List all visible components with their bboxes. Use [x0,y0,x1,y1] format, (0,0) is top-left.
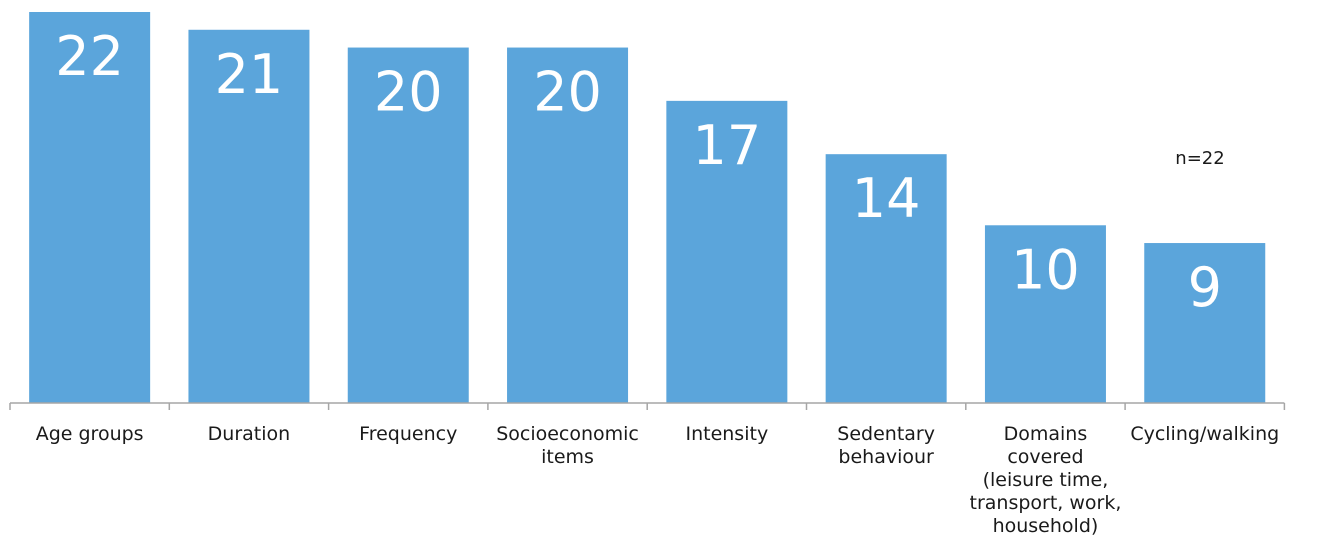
bar-value-label: 22 [55,25,124,88]
category-label-line: Socioeconomic [496,423,639,445]
bar-value-label: 10 [1011,238,1080,301]
category-label-line: Sedentary [837,423,935,445]
category-label: Cycling/walking [1130,423,1279,445]
category-label-line: Intensity [685,423,768,445]
category-label-line: household) [993,515,1099,537]
bar-value-label: 17 [692,114,761,177]
category-label: Intensity [685,423,768,445]
category-label-line: Age groups [36,423,144,445]
category-label: Domains covered (leisure time, transport, w… [970,423,1122,537]
bar [347,47,469,403]
bar-value-label: 20 [374,61,443,124]
category-label-line: Frequency [359,423,457,445]
bar [1144,243,1266,403]
bar-value-label: 9 [1188,256,1222,319]
category-label-line: (leisure time, [983,469,1109,491]
bar [507,47,629,403]
category-label: Age groups [36,423,144,445]
bar-value-label: 14 [852,167,921,230]
bar [666,100,788,403]
bars-group: 22 21 20 20 17 14 10 9 [29,12,1266,403]
category-labels: Age groups Duration Frequency Socioeconomic… [36,423,1279,537]
bar [188,29,310,403]
category-label-line: Duration [208,423,291,445]
category-label: Duration [208,423,291,445]
bar-value-label: 21 [215,43,284,106]
sample-size-note: n=22 [1175,148,1224,169]
category-label: Socioeconomic items [496,423,639,468]
category-label-line: items [541,446,594,468]
bar [984,225,1106,403]
bar-value-label: 20 [533,61,602,124]
bar [825,154,947,403]
category-label: Frequency [359,423,457,445]
category-label: Sedentary behaviour [837,423,935,468]
category-label-line: transport, work, [970,492,1122,514]
category-label-line: behaviour [838,446,934,468]
bar [29,12,151,403]
x-axis-ticks [9,403,1286,410]
category-label-line: covered [1007,446,1083,468]
category-label-line: Cycling/walking [1130,423,1279,445]
category-label-line: Domains [1004,423,1088,445]
